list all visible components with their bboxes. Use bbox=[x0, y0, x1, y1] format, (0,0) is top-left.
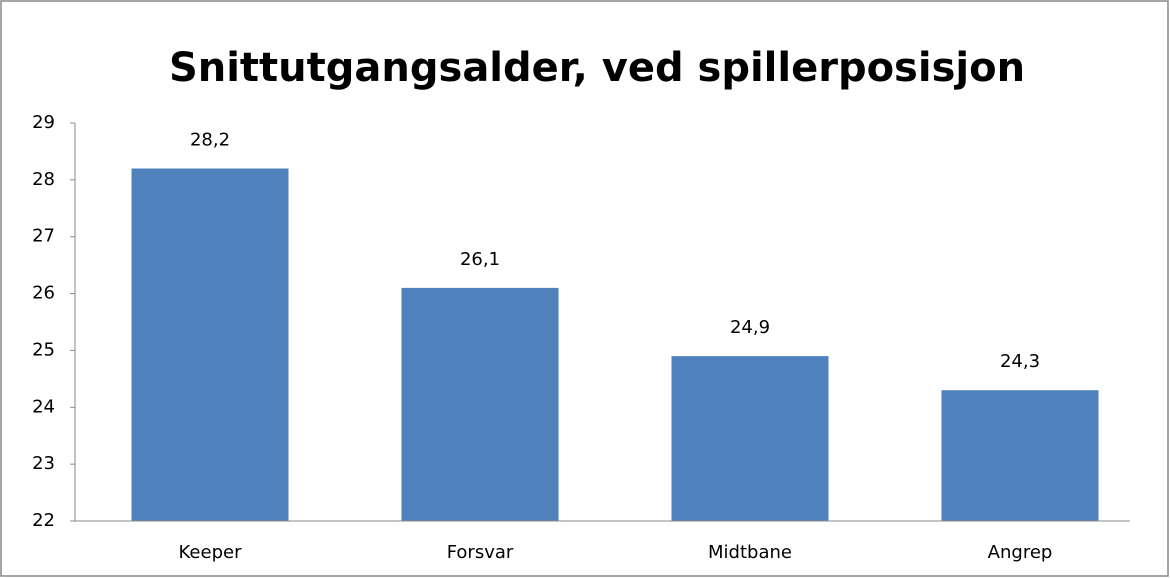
x-tick-label: Keeper bbox=[179, 542, 243, 563]
bar bbox=[131, 168, 289, 521]
bar bbox=[671, 356, 829, 521]
y-tick-label: 27 bbox=[32, 226, 55, 247]
x-tick-label: Midtbane bbox=[708, 542, 792, 563]
y-tick-label: 25 bbox=[32, 339, 55, 360]
y-tick-label: 29 bbox=[32, 112, 55, 133]
y-tick-label: 26 bbox=[32, 283, 55, 304]
bar bbox=[941, 390, 1099, 521]
y-tick-label: 22 bbox=[32, 510, 55, 531]
y-tick-label: 28 bbox=[32, 169, 55, 190]
bar bbox=[401, 287, 559, 521]
value-label: 28,2 bbox=[190, 129, 230, 150]
y-tick-label: 23 bbox=[32, 453, 55, 474]
value-label: 24,9 bbox=[730, 317, 770, 338]
x-tick-label: Forsvar bbox=[447, 542, 514, 563]
chart-title: Snittutgangsalder, ved spillerposisjon bbox=[169, 45, 1025, 91]
x-tick-label: Angrep bbox=[988, 542, 1053, 563]
value-label: 24,3 bbox=[1000, 351, 1040, 372]
value-label: 26,1 bbox=[460, 249, 500, 270]
y-tick-label: 24 bbox=[32, 396, 55, 417]
